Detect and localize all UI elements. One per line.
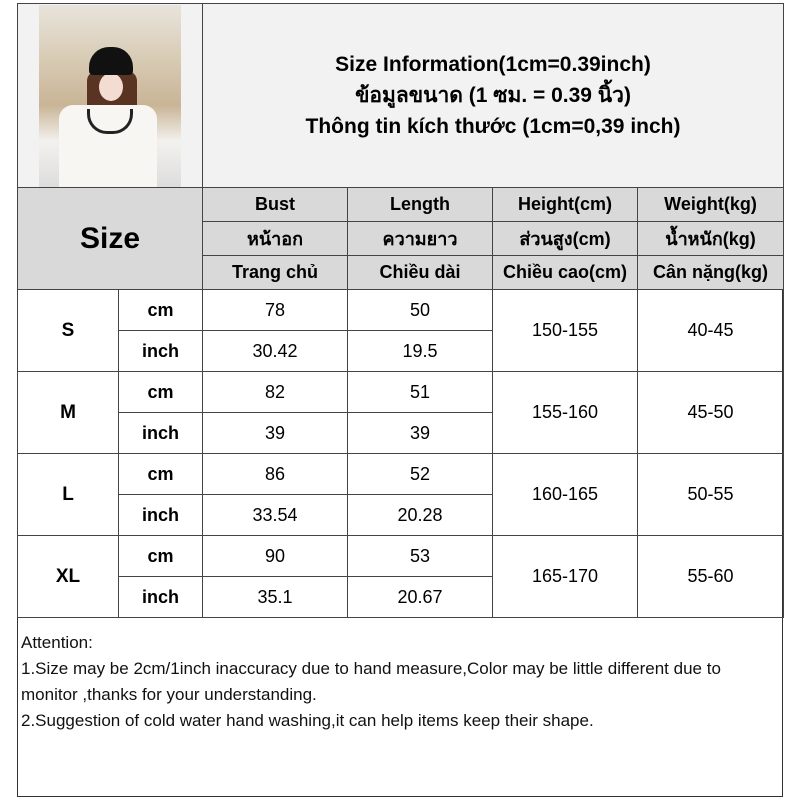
length-inch: 20.67	[347, 576, 493, 618]
size-label: L	[17, 453, 119, 536]
title-thai: ข้อมูลขนาด (1 ซม. = 0.39 นิ้ว)	[355, 84, 631, 107]
title-english: Size Information(1cm=0.39inch)	[335, 53, 651, 76]
attention-notes: Attention: 1.Size may be 2cm/1inch inacc…	[17, 628, 783, 736]
size-header: Size	[17, 187, 203, 290]
col-length-vi: Chiều dài	[347, 255, 493, 290]
length-cm: 52	[347, 453, 493, 495]
height-range: 160-165	[492, 453, 638, 536]
unit-inch: inch	[118, 576, 203, 618]
bust-inch: 33.54	[202, 494, 348, 536]
col-height-en: Height(cm)	[492, 187, 638, 222]
col-bust-en: Bust	[202, 187, 348, 222]
col-height-th: ส่วนสูง(cm)	[492, 221, 638, 256]
unit-cm: cm	[118, 453, 203, 495]
col-weight-th: น้ำหนัก(kg)	[636, 221, 785, 256]
weight-range: 40-45	[636, 289, 785, 372]
bust-cm: 86	[202, 453, 348, 495]
col-bust-th: หน้าอก	[202, 221, 348, 256]
size-label: XL	[17, 535, 119, 618]
unit-inch: inch	[118, 412, 203, 454]
size-label: S	[17, 289, 119, 372]
bust-cm: 78	[202, 289, 348, 331]
product-photo-cell	[17, 3, 203, 188]
size-row-cm: L cm 86 52 160-165 50-55	[17, 453, 785, 536]
height-range: 150-155	[492, 289, 638, 372]
size-row-cm: M cm 82 51 155-160 45-50	[17, 371, 785, 454]
size-info-title: Size Information(1cm=0.39inch) ข้อมูลขนา…	[201, 3, 785, 188]
height-range: 155-160	[492, 371, 638, 454]
weight-range: 55-60	[636, 535, 785, 618]
height-range: 165-170	[492, 535, 638, 618]
note-item-2: 2.Suggestion of cold water hand washing,…	[21, 711, 594, 730]
unit-inch: inch	[118, 494, 203, 536]
length-inch: 39	[347, 412, 493, 454]
bust-cm: 82	[202, 371, 348, 413]
size-row-inch: inch 30.42 19.5	[18, 330, 784, 372]
length-inch: 20.28	[347, 494, 493, 536]
bust-inch: 35.1	[202, 576, 348, 618]
size-row-cm: S cm 78 50 150-155 40-45	[17, 289, 785, 372]
length-cm: 51	[347, 371, 493, 413]
unit-cm: cm	[118, 289, 203, 331]
size-row-inch: inch 33.54 20.28	[18, 494, 784, 536]
unit-inch: inch	[118, 330, 203, 372]
col-bust-vi: Trang chủ	[202, 255, 348, 290]
weight-range: 50-55	[636, 453, 785, 536]
col-length-en: Length	[347, 187, 493, 222]
bust-inch: 30.42	[202, 330, 348, 372]
size-row-inch: inch 39 39	[18, 412, 784, 454]
size-row-inch: inch 35.1 20.67	[18, 576, 784, 618]
bust-inch: 39	[202, 412, 348, 454]
bust-cm: 90	[202, 535, 348, 577]
size-table: Size Information(1cm=0.39inch) ข้อมูลขนา…	[17, 3, 785, 618]
unit-cm: cm	[118, 371, 203, 413]
col-height-vi: Chiều cao(cm)	[492, 255, 638, 290]
length-cm: 53	[347, 535, 493, 577]
col-length-th: ความยาว	[347, 221, 493, 256]
weight-range: 45-50	[636, 371, 785, 454]
col-weight-vi: Cân nặng(kg)	[636, 255, 785, 290]
notes-heading: Attention:	[21, 633, 93, 652]
product-photo	[39, 4, 181, 187]
unit-cm: cm	[118, 535, 203, 577]
title-vietnamese: Thông tin kích thước (1cm=0,39 inch)	[305, 115, 681, 138]
size-label: M	[17, 371, 119, 454]
col-weight-en: Weight(kg)	[636, 187, 785, 222]
note-item-1: 1.Size may be 2cm/1inch inaccuracy due t…	[21, 659, 721, 704]
size-row-cm: XL cm 90 53 165-170 55-60	[17, 535, 785, 618]
length-cm: 50	[347, 289, 493, 331]
length-inch: 19.5	[347, 330, 493, 372]
